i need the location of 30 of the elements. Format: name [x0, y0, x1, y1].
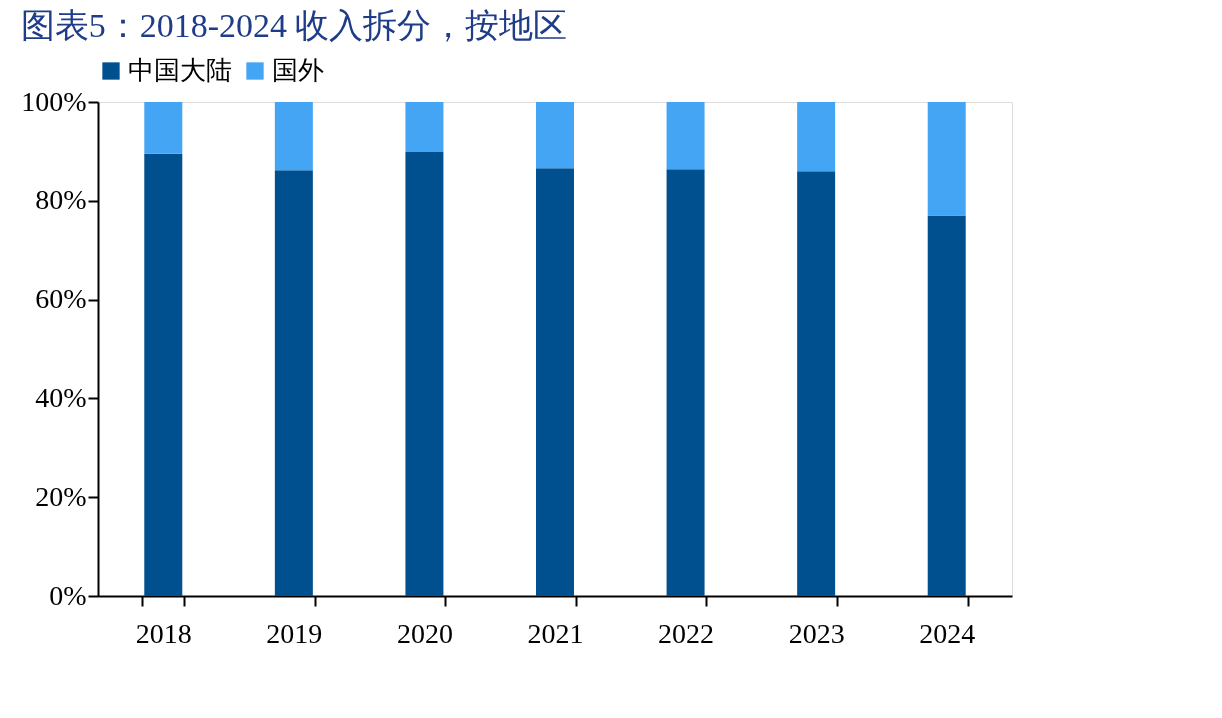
y-tick-label: 20% [35, 480, 87, 512]
legend-label: 国外 [272, 56, 324, 85]
y-tick-label: 60% [35, 283, 87, 315]
bar [536, 102, 574, 169]
bar [797, 102, 836, 172]
y-tick-label: 0% [49, 579, 87, 611]
bar [927, 102, 966, 216]
bar [274, 102, 313, 171]
bar [927, 215, 966, 596]
bar [405, 151, 444, 596]
x-tick-label: 2021 [527, 617, 584, 649]
bar [666, 102, 705, 170]
bar [144, 102, 183, 154]
bar [274, 170, 313, 596]
bar [144, 153, 183, 596]
x-tick-label: 2018 [135, 617, 192, 649]
x-tick-label: 2022 [658, 617, 715, 649]
y-tick-label: 80% [35, 184, 87, 216]
bar [405, 102, 444, 152]
x-tick-label: 2023 [788, 617, 845, 649]
legend-label: 中国大陆 [128, 56, 232, 85]
y-tick-label: 100% [21, 85, 87, 117]
bar [536, 168, 574, 596]
y-tick-label: 40% [35, 381, 87, 413]
x-tick-label: 2024 [919, 617, 976, 649]
x-tick-label: 2019 [266, 617, 323, 649]
chart-title: 图表5：2018-2024 收入拆分，按地区 [20, 7, 568, 44]
x-tick-label: 2020 [396, 617, 453, 649]
bar [666, 169, 705, 596]
bar [797, 171, 836, 596]
